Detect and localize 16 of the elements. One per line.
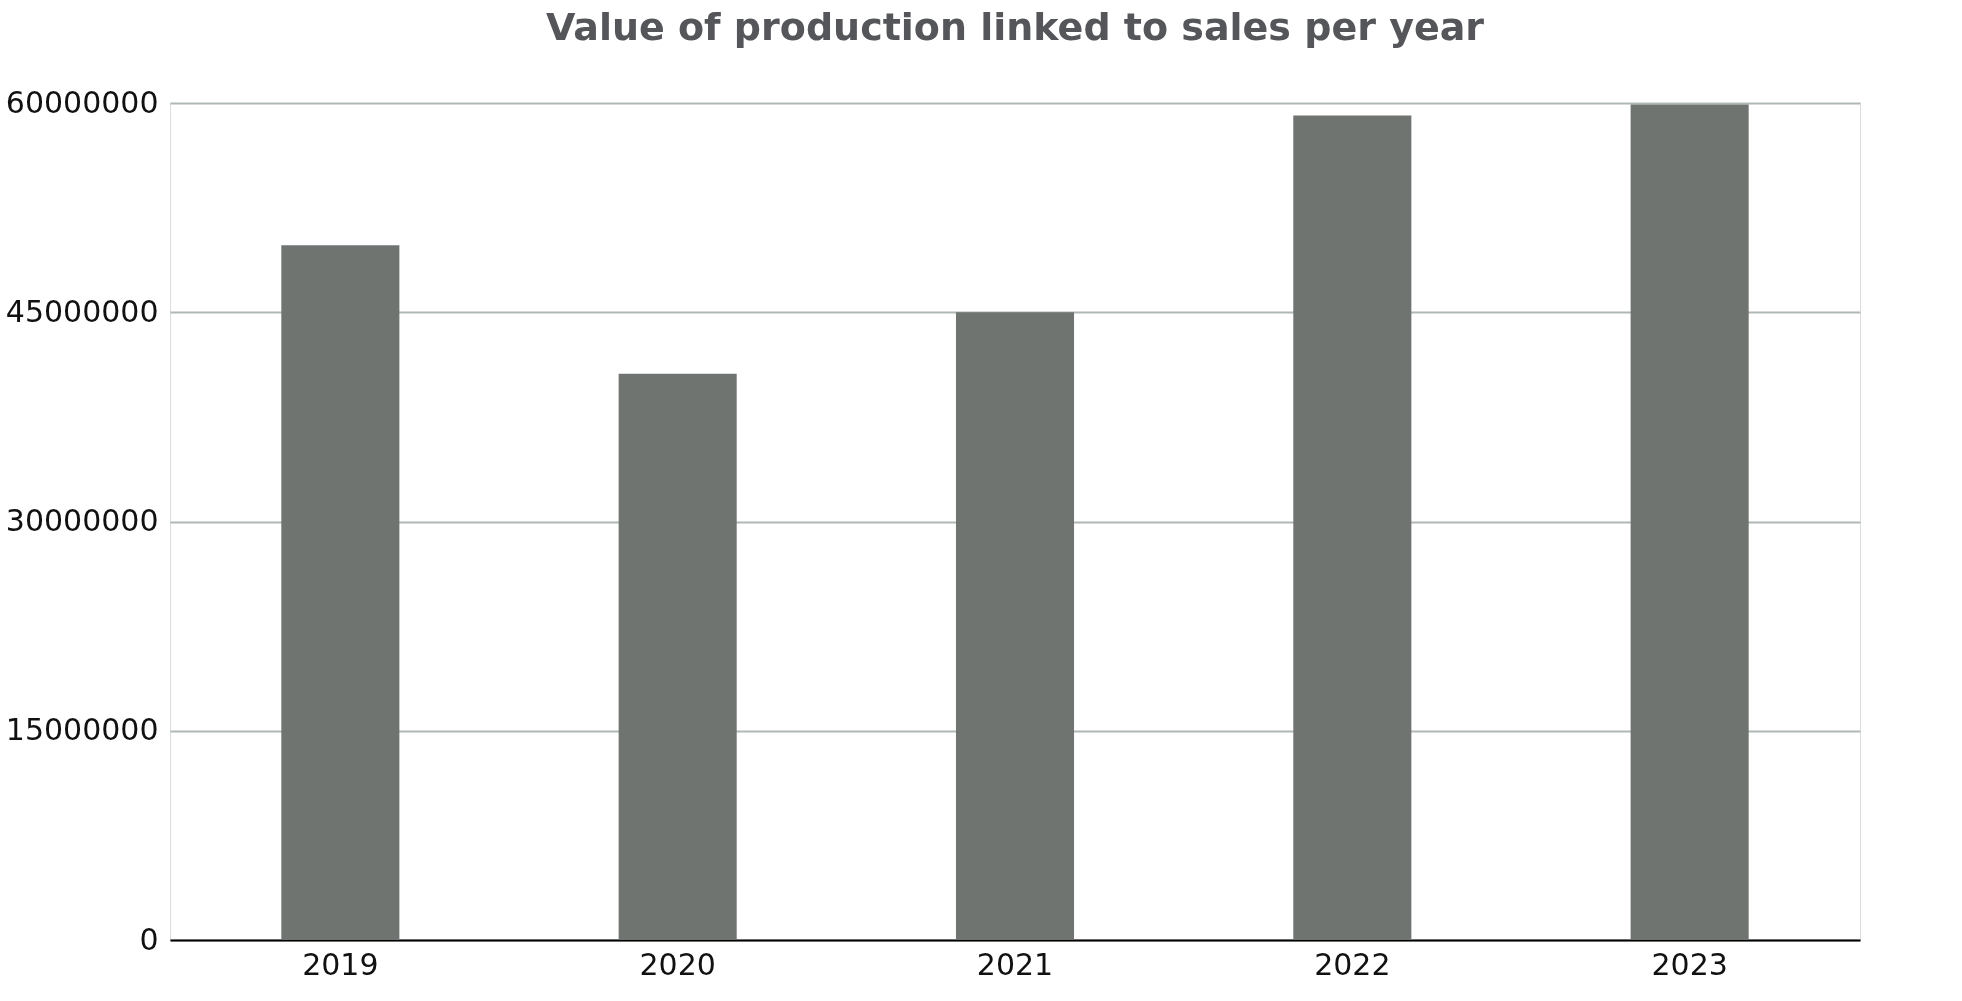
y-tick-label: 45000000 [5, 293, 159, 329]
y-tick-label: 30000000 [5, 503, 159, 538]
bar [955, 312, 1075, 940]
x-tick-label: 2019 [302, 946, 379, 982]
y-tick-label: 60000000 [5, 84, 159, 120]
bar [1630, 104, 1749, 940]
y-tick-label: 0 [139, 921, 159, 957]
bar [618, 373, 737, 940]
chart-title: Value of production linked to sales per year [545, 5, 1485, 49]
x-tick-label: 2021 [976, 946, 1054, 982]
bar [281, 245, 400, 940]
y-tick-label: 15000000 [5, 712, 159, 748]
x-tick-label: 2022 [1314, 946, 1391, 982]
x-tick-label: 2020 [639, 946, 716, 982]
bar [1293, 115, 1412, 940]
x-tick-label: 2023 [1651, 946, 1728, 982]
